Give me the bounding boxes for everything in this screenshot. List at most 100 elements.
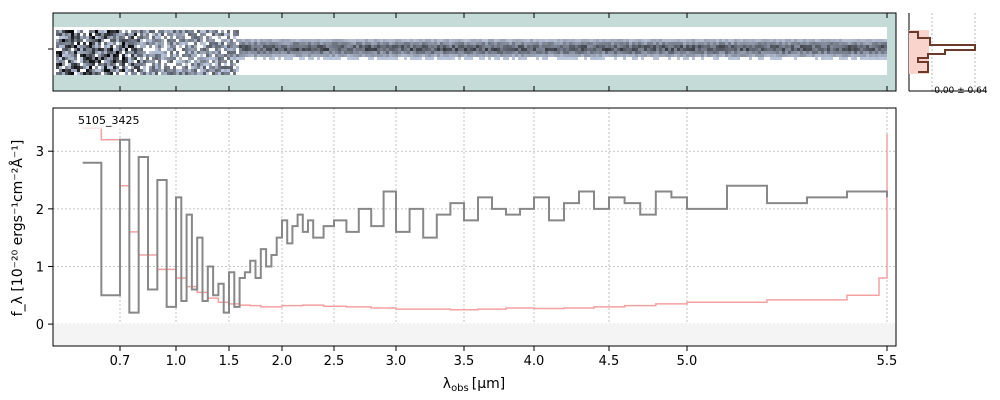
spec2d-pixel <box>137 63 140 66</box>
spec2d-pixel <box>701 45 704 48</box>
spec2d-pixel <box>140 33 143 36</box>
spec2d-pixel <box>176 60 179 63</box>
spec2d-pixel <box>620 48 623 51</box>
spec2d-pixel <box>206 57 209 60</box>
spec2d-pixel <box>107 51 110 54</box>
spec2d-pixel <box>113 51 116 54</box>
spec2d-pixel <box>101 69 104 72</box>
spec2d-pixel <box>824 51 827 54</box>
spec2d-pixel <box>695 42 698 45</box>
spec2d-pixel <box>332 48 335 51</box>
spec2d-pixel <box>866 42 869 45</box>
spec2d-pixel <box>464 51 467 54</box>
spec2d-pixel <box>734 48 737 51</box>
spec2d-pixel <box>662 45 665 48</box>
spec2d-pixel <box>131 60 134 63</box>
spec2d-pixel <box>773 48 776 51</box>
y-tick-label-3: 3 <box>36 145 44 160</box>
spec2d-pixel <box>668 42 671 45</box>
spec2d-pixel <box>596 39 599 42</box>
spec2d-pixel <box>218 66 221 69</box>
spec2d-pixel <box>272 51 275 54</box>
spec2d-pixel <box>596 54 599 57</box>
spec2d-pixel <box>113 57 116 60</box>
spec2d-pixel <box>314 45 317 48</box>
spec2d-pixel <box>608 48 611 51</box>
spec2d-pixel <box>197 36 200 39</box>
spec2d-pixel <box>476 45 479 48</box>
spec2d-pixel <box>611 45 614 48</box>
spec2d-pixel <box>842 54 845 57</box>
spec2d-pixel <box>185 69 188 72</box>
spec2d-pixel <box>293 48 296 51</box>
spec2d-pixel <box>107 60 110 63</box>
spec2d-pixel <box>674 48 677 51</box>
spec2d-pixel <box>578 48 581 51</box>
spec2d-pixel <box>644 42 647 45</box>
spec2d-pixel <box>866 57 869 60</box>
spec2d-pixel <box>89 66 92 69</box>
spec2d-pixel <box>212 60 215 63</box>
spec2d-pixel <box>878 42 881 45</box>
spec2d-pixel <box>575 48 578 51</box>
spec2d-pixel <box>377 57 380 60</box>
spec2d-pixel <box>287 54 290 57</box>
spec2d-pixel <box>455 54 458 57</box>
spec2d-pixel <box>656 48 659 51</box>
spec2d-pixel <box>290 39 293 42</box>
spec2d-pixel <box>155 57 158 60</box>
spec2d-pixel <box>719 45 722 48</box>
spec2d-pixel <box>428 54 431 57</box>
spec2d-pixel <box>206 51 209 54</box>
spec2d-pixel <box>707 42 710 45</box>
spec2d-pixel <box>680 48 683 51</box>
spec2d-pixel <box>374 51 377 54</box>
spec2d-pixel <box>293 45 296 48</box>
spec2d-pixel <box>347 42 350 45</box>
x-tick-label-3: 2.0 <box>272 354 293 369</box>
spec2d-pixel <box>401 51 404 54</box>
spec2d-pixel <box>407 39 410 42</box>
spec2d-pixel <box>356 39 359 42</box>
spec2d-pixel <box>356 45 359 48</box>
spec2d-pixel <box>125 42 128 45</box>
spec2d-pixel <box>212 57 215 60</box>
2d-spectrum-ticks <box>48 13 888 91</box>
spec2d-pixel <box>461 39 464 42</box>
spec2d-pixel <box>338 39 341 42</box>
spec2d-pixel <box>692 42 695 45</box>
spec2d-pixel <box>740 54 743 57</box>
spec2d-pixel <box>404 51 407 54</box>
spec2d-pixel <box>323 54 326 57</box>
spec2d-pixel <box>593 51 596 54</box>
spec2d-pixel <box>755 48 758 51</box>
spec2d-pixel <box>83 66 86 69</box>
spec2d-pixel <box>704 48 707 51</box>
spec2d-pixel <box>275 51 278 54</box>
spec2d-pixel <box>167 30 170 33</box>
spec2d-pixel <box>629 42 632 45</box>
spec2d-pixel <box>221 33 224 36</box>
spec2d-pixel <box>287 48 290 51</box>
spec2d-pixel <box>323 51 326 54</box>
spec2d-pixel <box>173 33 176 36</box>
spec2d-pixel <box>293 42 296 45</box>
spec2d-pixel <box>230 57 233 60</box>
spec2d-pixel <box>419 39 422 42</box>
spec2d-pixel <box>548 45 551 48</box>
spec2d-pixel <box>131 72 134 75</box>
spec2d-pixel <box>638 51 641 54</box>
spec2d-pixel <box>593 45 596 48</box>
spec2d-pixel <box>782 51 785 54</box>
spec2d-pixel <box>320 39 323 42</box>
spec2d-pixel <box>305 45 308 48</box>
spec2d-pixel <box>137 54 140 57</box>
spec2d-pixel <box>323 39 326 42</box>
spec2d-pixel <box>194 36 197 39</box>
spec2d-pixel <box>197 39 200 42</box>
spec2d-pixel <box>641 45 644 48</box>
spec2d-pixel <box>317 51 320 54</box>
spec2d-pixel <box>662 51 665 54</box>
spec2d-pixel <box>272 54 275 57</box>
spec2d-pixel <box>860 57 863 60</box>
